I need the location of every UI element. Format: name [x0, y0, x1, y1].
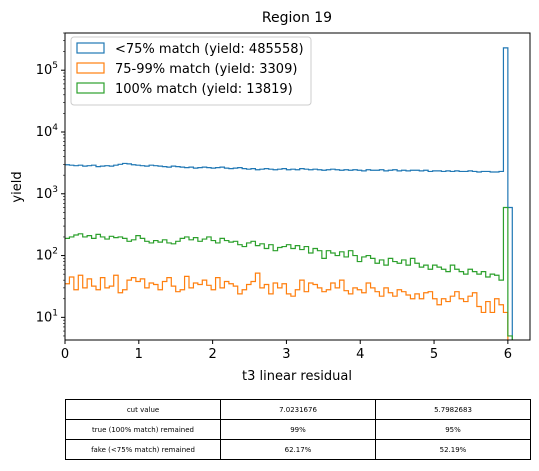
table-cell: fake (<75% match) remained	[65, 439, 221, 460]
table-cell: 99%	[220, 419, 376, 440]
plot-frame	[64, 32, 531, 341]
table-cell: 7.0231676	[220, 399, 376, 420]
x-tick-label: 5	[430, 347, 438, 362]
legend-label: <75% match (yield: 485558)	[115, 42, 304, 57]
y-tick-label: 105	[36, 61, 58, 78]
legend-swatch	[76, 42, 105, 54]
y-axis-label: yield	[10, 171, 25, 202]
table-row: fake (<75% match) remained 62.17% 52.19%	[65, 439, 531, 460]
y-tick-label: 103	[36, 185, 58, 202]
x-axis: 0 1 2 3 4 5 6	[61, 340, 512, 362]
table-cell: 62.17%	[220, 439, 376, 460]
series-line-0	[65, 47, 513, 340]
y-tick-label: 101	[36, 308, 58, 325]
x-tick-label: 6	[504, 347, 512, 362]
legend-swatch	[76, 82, 105, 94]
y-tick-label: 104	[36, 123, 59, 140]
table-cell: 52.19%	[375, 439, 531, 460]
x-tick-label: 4	[356, 347, 364, 362]
x-tick-label: 2	[208, 347, 216, 362]
legend-box	[70, 36, 312, 106]
series-line-1	[65, 272, 509, 340]
histogram-chart: Region 19 0 1 2 3 4 5 6 101 102 103 104 105 t3 lin…	[10, 10, 531, 384]
table-row: cut value 7.0231676 5.7982683	[65, 399, 531, 420]
legend-swatch	[76, 62, 105, 74]
legend-label: 75-99% match (yield: 3309)	[115, 62, 297, 77]
chart-title: Region 19	[262, 10, 332, 26]
table-cell: true (100% match) remained	[65, 419, 221, 440]
cut-table: cut value 7.0231676 5.7982683 true (100%…	[65, 399, 531, 460]
x-tick-label: 0	[61, 347, 69, 362]
x-tick-label: 1	[135, 347, 143, 362]
x-tick-label: 3	[282, 347, 290, 362]
y-tick-label: 102	[36, 247, 58, 264]
table-cell: 5.7982683	[375, 399, 531, 420]
legend: <75% match (yield: 485558) 75-99% match (…	[70, 36, 312, 106]
table-cell: 95%	[375, 419, 531, 440]
table-cell: cut value	[65, 399, 221, 420]
table-row: true (100% match) remained 99% 95%	[65, 419, 531, 440]
y-axis: 101 102 103 104 105	[36, 32, 65, 337]
legend-label: 100% match (yield: 13819)	[115, 82, 293, 97]
x-axis-label: t3 linear residual	[242, 369, 352, 384]
series-line-2	[65, 206, 513, 340]
